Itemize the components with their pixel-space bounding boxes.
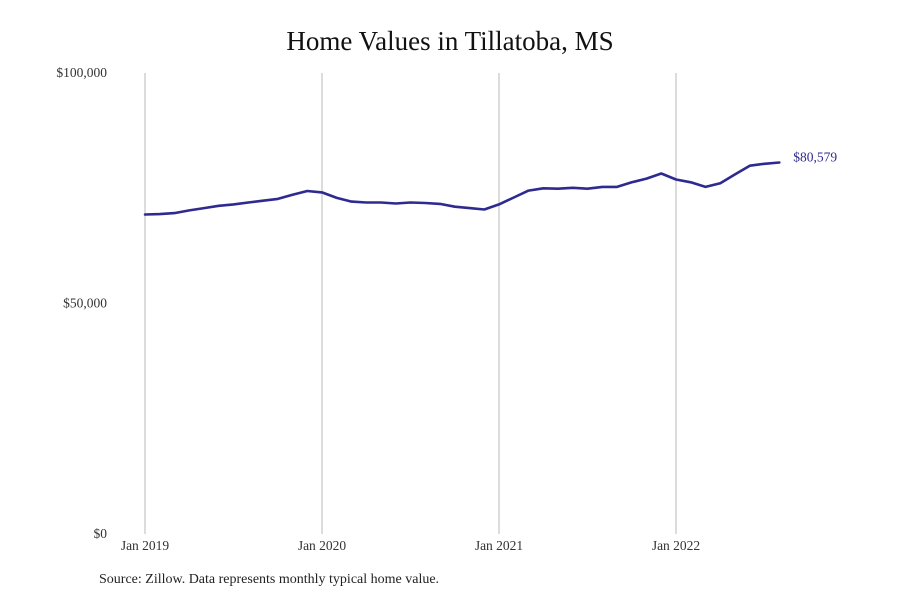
x-tick-label: Jan 2020 <box>298 538 347 553</box>
end-value-label: $80,579 <box>793 150 837 165</box>
x-tick-label: Jan 2019 <box>121 538 170 553</box>
y-tick-label: $100,000 <box>56 65 107 80</box>
x-tick-label: Jan 2022 <box>652 538 700 553</box>
gridlines <box>144 73 677 534</box>
y-tick-label: $0 <box>94 526 108 541</box>
series-layer: $80,579 <box>143 150 837 216</box>
chart-title: Home Values in Tillatoba, MS <box>286 26 614 56</box>
x-tick-label: Jan 2021 <box>475 538 523 553</box>
y-axis-ticks: $0 $50,000 $100,000 <box>56 65 107 541</box>
series-line <box>143 161 781 216</box>
x-axis-ticks: Jan 2019 Jan 2020 Jan 2021 Jan 2022 <box>121 538 700 553</box>
y-tick-label: $50,000 <box>63 296 107 311</box>
source-note: Source: Zillow. Data represents monthly … <box>99 572 440 587</box>
